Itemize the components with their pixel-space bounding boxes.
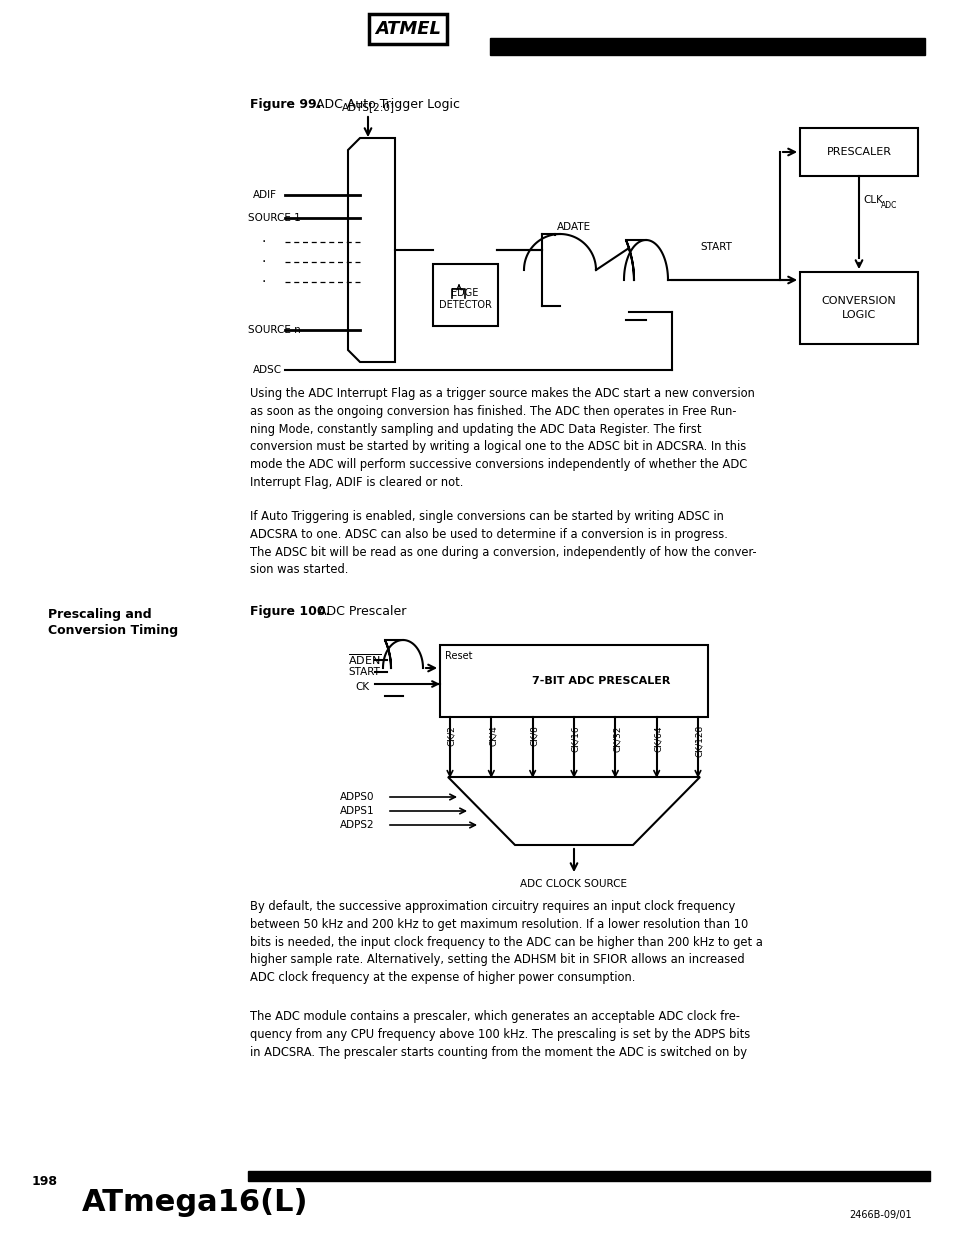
Text: CLK: CLK <box>862 195 882 205</box>
Text: CK/128: CK/128 <box>695 725 703 757</box>
Text: ADPS0: ADPS0 <box>339 792 375 802</box>
Text: ADC Prescaler: ADC Prescaler <box>310 605 406 618</box>
Text: ADSC: ADSC <box>253 366 282 375</box>
Text: ADC: ADC <box>880 200 897 210</box>
Text: ADC CLOCK SOURCE: ADC CLOCK SOURCE <box>520 879 627 889</box>
Text: Prescaling and: Prescaling and <box>48 608 152 621</box>
Text: ADATE: ADATE <box>557 222 591 232</box>
Text: 198: 198 <box>32 1174 58 1188</box>
Text: ADIF: ADIF <box>253 190 276 200</box>
Text: Conversion Timing: Conversion Timing <box>48 624 178 637</box>
Text: CK/8: CK/8 <box>530 725 538 746</box>
Text: ADC Auto Trigger Logic: ADC Auto Trigger Logic <box>308 98 459 111</box>
Text: EDGE
DETECTOR: EDGE DETECTOR <box>438 288 491 310</box>
Text: CONVERSION
LOGIC: CONVERSION LOGIC <box>821 296 896 320</box>
Text: CK/2: CK/2 <box>447 725 456 746</box>
Text: CK/16: CK/16 <box>571 725 579 752</box>
Text: CK/64: CK/64 <box>654 725 662 752</box>
Text: Using the ADC Interrupt Flag as a trigger source makes the ADC start a new conve: Using the ADC Interrupt Flag as a trigge… <box>250 387 754 489</box>
Text: By default, the successive approximation circuitry requires an input clock frequ: By default, the successive approximation… <box>250 900 762 984</box>
Bar <box>248 1171 929 1181</box>
Text: If Auto Triggering is enabled, single conversions can be started by writing ADSC: If Auto Triggering is enabled, single co… <box>250 510 756 577</box>
Text: .: . <box>262 270 266 285</box>
Text: $\overline{\mathrm{ADEN}}$: $\overline{\mathrm{ADEN}}$ <box>348 652 381 667</box>
Text: ADPS1: ADPS1 <box>339 806 375 816</box>
Bar <box>800 128 917 177</box>
Text: SOURCE n: SOURCE n <box>248 325 300 335</box>
Text: .: . <box>262 231 266 245</box>
Text: ADPS2: ADPS2 <box>339 820 375 830</box>
Text: 2466B-09/01: 2466B-09/01 <box>848 1210 911 1220</box>
Text: ATmega16(L): ATmega16(L) <box>82 1188 308 1216</box>
Bar <box>433 264 497 326</box>
Text: START: START <box>348 667 379 677</box>
Text: The ADC module contains a prescaler, which generates an acceptable ADC clock fre: The ADC module contains a prescaler, whi… <box>250 1010 749 1058</box>
Bar <box>439 645 707 718</box>
Bar <box>800 272 917 345</box>
Text: SOURCE 1: SOURCE 1 <box>248 212 300 224</box>
Text: CK/32: CK/32 <box>612 725 621 752</box>
Text: ADTS[2:0]: ADTS[2:0] <box>341 103 395 112</box>
Text: Figure 99.: Figure 99. <box>250 98 321 111</box>
Text: CK: CK <box>355 682 369 692</box>
Text: PRESCALER: PRESCALER <box>825 147 890 157</box>
Text: 7-BIT ADC PRESCALER: 7-BIT ADC PRESCALER <box>531 676 669 685</box>
Text: .: . <box>262 251 266 266</box>
Text: ATMEL: ATMEL <box>375 20 440 38</box>
Text: Reset: Reset <box>444 651 472 661</box>
Text: START: START <box>700 242 731 252</box>
Text: Figure 100.: Figure 100. <box>250 605 330 618</box>
Bar <box>490 38 924 56</box>
Text: CK/4: CK/4 <box>488 725 497 746</box>
